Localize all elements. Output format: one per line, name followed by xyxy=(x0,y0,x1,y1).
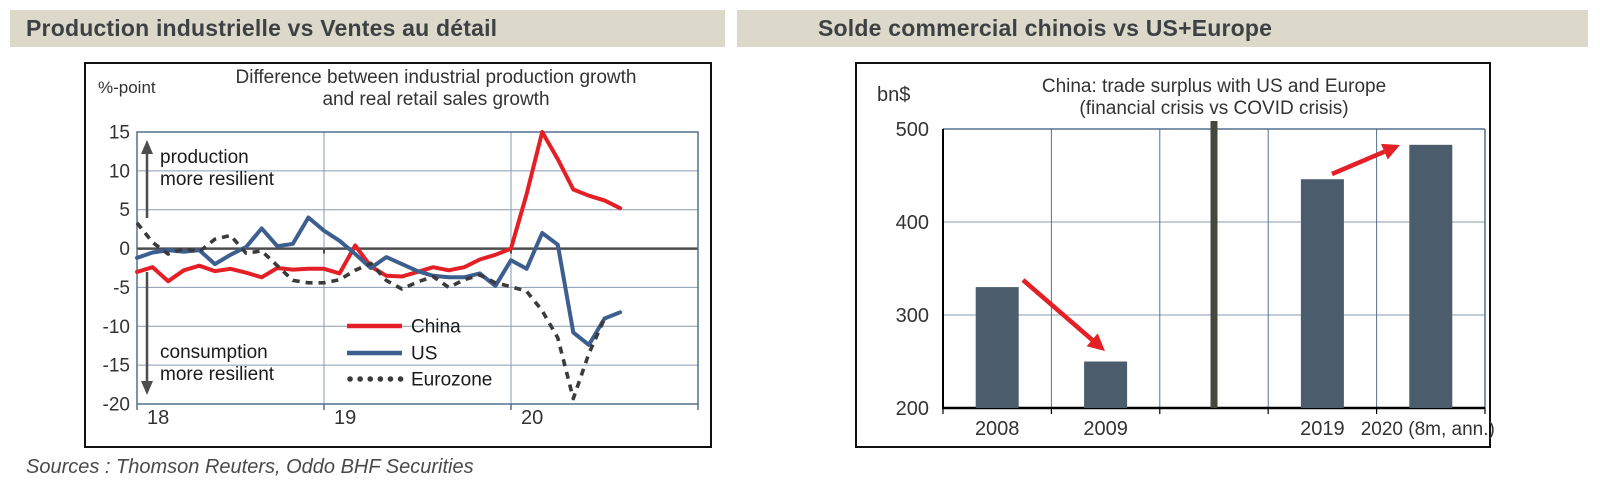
trend-arrow-down xyxy=(1021,278,1105,351)
series-us-line xyxy=(135,215,623,347)
legend-item-china: China xyxy=(347,317,461,338)
x-category-label: 2009 xyxy=(1083,418,1128,440)
y-axis-unit-label: %-point xyxy=(98,78,156,97)
bar-2008 xyxy=(975,287,1019,408)
chart-title-line2: and real retail sales growth xyxy=(322,89,549,110)
bar-2020 xyxy=(1409,144,1453,408)
y-tick-label: 10 xyxy=(109,161,130,182)
right-header-bar: Solde commercial chinois vs US+Europe xyxy=(737,10,1588,47)
legend-item-us: US xyxy=(347,344,437,365)
series-eurozone-line xyxy=(135,221,607,401)
x-tick-label: 20 xyxy=(521,407,543,429)
bar-chart-svg: 500 400 300 200 China: trade surplus with US… xyxy=(855,62,1495,448)
left-header-title: Production industrielle vs Ventes au dét… xyxy=(26,15,498,41)
x-tick-label: 18 xyxy=(147,407,169,429)
y-tick-label: -20 xyxy=(103,395,130,416)
right-header-title: Solde commercial chinois vs US+Europe xyxy=(818,15,1273,41)
chart-title-line1: China: trade surplus with US and Europe xyxy=(1042,76,1386,97)
y-tick-label: -15 xyxy=(103,356,130,377)
trend-arrow-up xyxy=(1331,143,1400,177)
line-chart-svg: 15 10 5 0 -5 -10 -15 -20 18 19 20 %-point Difference… xyxy=(84,62,712,448)
y-tick-label: 500 xyxy=(896,119,929,141)
y-tick-label: -5 xyxy=(113,278,130,299)
x-tick-label: 19 xyxy=(334,407,356,429)
legend-label: US xyxy=(411,344,437,365)
y-tick-label: 0 xyxy=(119,239,130,260)
y-tick-label: -10 xyxy=(103,317,130,338)
bar-2019 xyxy=(1300,179,1344,408)
y-axis-unit-label: bn$ xyxy=(877,84,910,106)
down-arrow-icon xyxy=(141,272,153,395)
plot-border xyxy=(136,131,699,405)
y-tick-label: 200 xyxy=(896,398,929,420)
bar-2009 xyxy=(1084,361,1128,408)
y-tick-label: 5 xyxy=(119,200,130,221)
legend-item-eurozone: Eurozone xyxy=(347,370,492,391)
chart-frame xyxy=(855,62,1491,448)
x-category-label: 2020 (8m, ann.) xyxy=(1361,419,1495,440)
y-tick-label: 15 xyxy=(109,123,130,144)
y-tick-label: 300 xyxy=(896,305,929,327)
annotation-production-2: more resilient xyxy=(160,169,275,190)
chart-title-line2: (financial crisis vs COVID crisis) xyxy=(1079,98,1348,119)
source-note: Sources : Thomson Reuters, Oddo BHF Secu… xyxy=(26,456,474,478)
chart-frame xyxy=(84,62,712,448)
annotation-consumption: consumption xyxy=(160,342,268,363)
annotation-production: production xyxy=(160,147,249,168)
left-chart-panel: 15 10 5 0 -5 -10 -15 -20 18 19 20 %-point Difference… xyxy=(84,62,712,448)
right-chart-panel: 500 400 300 200 China: trade surplus with US… xyxy=(855,62,1495,448)
legend-label: Eurozone xyxy=(411,370,492,391)
x-category-label: 2008 xyxy=(975,418,1020,440)
chart-title-line1: Difference between industrial production… xyxy=(236,67,637,88)
up-arrow-icon xyxy=(141,140,153,218)
y-tick-label: 400 xyxy=(896,212,929,234)
x-category-label: 2019 xyxy=(1300,418,1345,440)
left-header-bar: Production industrielle vs Ventes au dét… xyxy=(10,10,725,47)
crisis-divider xyxy=(1210,121,1218,408)
annotation-consumption-2: more resilient xyxy=(160,364,275,385)
legend-label: China xyxy=(411,317,461,338)
